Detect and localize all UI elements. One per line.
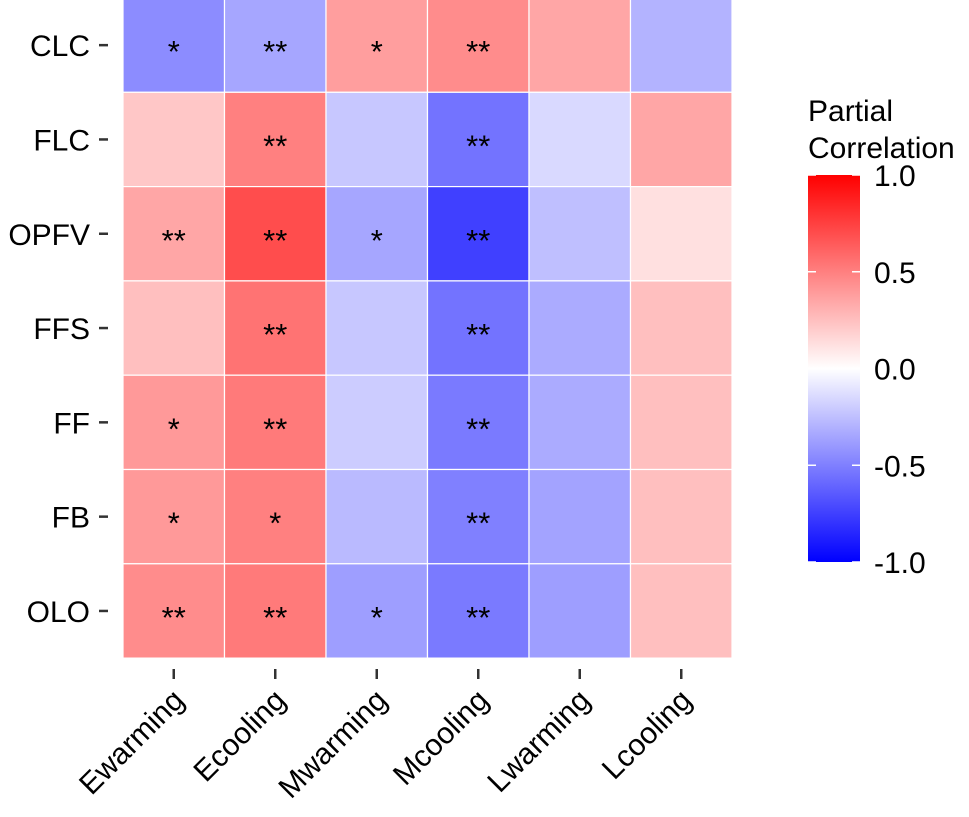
significance-marker: * <box>168 34 180 69</box>
heatmap-cell <box>528 468 632 565</box>
significance-marker: * <box>371 600 383 635</box>
significance-marker: * <box>371 34 383 69</box>
significance-marker: ** <box>162 600 186 635</box>
heatmap-cell <box>528 374 632 471</box>
heatmap-cell <box>122 563 226 659</box>
heatmap-cell <box>426 0 530 93</box>
heatmap-cell <box>528 0 632 93</box>
heatmap-cell <box>223 563 327 659</box>
heatmap-cell <box>325 280 429 376</box>
heatmap-cell <box>122 468 226 565</box>
heatmap-cell <box>223 280 327 376</box>
heatmap-cell <box>629 91 733 188</box>
y-tick-label: FF <box>53 407 90 440</box>
significance-marker: ** <box>263 223 287 258</box>
significance-marker: * <box>168 411 180 446</box>
heatmap-cell <box>426 468 530 565</box>
heatmap-cell <box>223 468 327 565</box>
legend-title-line2: Correlation <box>808 132 955 165</box>
significance-marker: ** <box>466 128 490 163</box>
x-tick-label: Ewarming <box>73 684 191 802</box>
y-tick-label: FLC <box>33 124 90 157</box>
significance-marker: ** <box>466 223 490 258</box>
heatmap-cell <box>223 186 327 282</box>
significance-marker: ** <box>263 317 287 352</box>
heatmap-cell <box>325 186 429 282</box>
significance-marker: ** <box>466 34 490 69</box>
y-tick-label: CLC <box>30 30 90 63</box>
significance-marker: ** <box>263 600 287 635</box>
legend-title-line1: Partial <box>808 95 893 128</box>
heatmap-cell <box>325 374 429 471</box>
y-tick-label: OLO <box>27 596 90 629</box>
heatmap-cell <box>528 91 632 188</box>
heatmap-cell <box>629 0 733 93</box>
x-tick-label: Ecooling <box>187 684 292 789</box>
x-tick-label: Lwarming <box>481 684 596 799</box>
heatmap-cell <box>629 563 733 659</box>
heatmap-cell <box>528 280 632 376</box>
heatmap-cell <box>325 563 429 659</box>
significance-marker: * <box>269 506 281 541</box>
heatmap-cell <box>426 374 530 471</box>
y-tick-label: FB <box>52 502 90 535</box>
y-tick-label: FFS <box>33 313 90 346</box>
significance-marker: ** <box>466 317 490 352</box>
significance-marker: ** <box>466 411 490 446</box>
heatmap-cell <box>223 0 327 93</box>
heatmap-cell <box>426 186 530 282</box>
heatmap-cell <box>325 91 429 188</box>
legend-tick-label: -0.5 <box>874 450 926 483</box>
heatmap-cell <box>122 280 226 376</box>
heatmap-cell <box>122 91 226 188</box>
heatmap-cell <box>325 0 429 93</box>
significance-marker: ** <box>162 223 186 258</box>
significance-markers: * ** * **** **** ** * **** *** ** *** * **** ** * ** <box>162 34 491 635</box>
significance-marker: * <box>371 223 383 258</box>
significance-marker: ** <box>466 600 490 635</box>
significance-marker: ** <box>263 128 287 163</box>
legend-tick-label: 0.5 <box>874 257 916 290</box>
legend-colorbar <box>808 175 860 562</box>
heatmap-cell <box>122 0 226 93</box>
x-tick-label: Mcooling <box>387 684 495 792</box>
heatmap-cells <box>122 0 733 659</box>
significance-marker: ** <box>263 34 287 69</box>
significance-marker: * <box>168 506 180 541</box>
legend-tick-label: 1.0 <box>874 160 916 193</box>
legend-tick-label: -1.0 <box>874 547 926 580</box>
heatmap-cell <box>629 280 733 376</box>
heatmap-cell <box>122 374 226 471</box>
heatmap-cell <box>223 374 327 471</box>
y-tick-label: OPFV <box>8 219 90 252</box>
heatmap-cell <box>528 186 632 282</box>
significance-marker: ** <box>466 506 490 541</box>
heatmap-cell <box>629 374 733 471</box>
significance-marker: ** <box>263 411 287 446</box>
legend-tick-label: 0.0 <box>874 354 916 387</box>
heatmap-cell <box>629 186 733 282</box>
x-tick-label: Lcooling <box>596 684 698 786</box>
heatmap-cell <box>629 468 733 565</box>
color-legend: Partial Correlation 1.0 0.5 0.0 -0.5 -1.0 <box>808 95 955 580</box>
heatmap-cell <box>426 563 530 659</box>
x-tick-label: Mwarming <box>273 684 394 805</box>
y-axis: CLC FLC OPFV FFS FF FB OLO <box>8 30 108 629</box>
heatmap-cell <box>325 468 429 565</box>
heatmap-cell <box>528 563 632 659</box>
x-axis: EwarmingEcoolingMwarmingMcoolingLwarming… <box>73 669 698 805</box>
